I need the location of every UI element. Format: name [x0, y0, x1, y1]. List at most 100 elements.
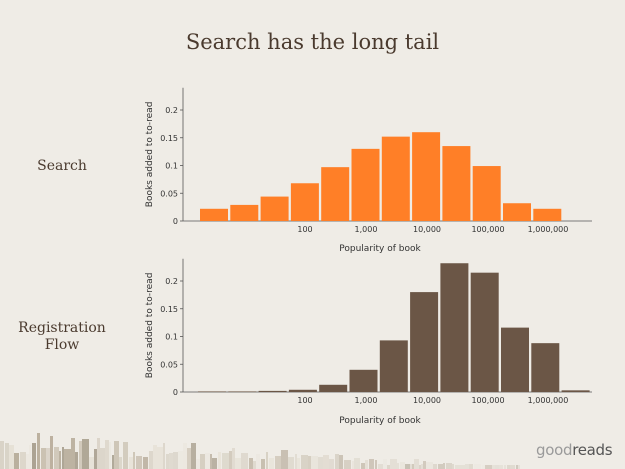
x-tick-label: 1,000,000 — [528, 225, 569, 234]
book-spine — [253, 460, 256, 469]
bar — [531, 343, 560, 392]
book-spine — [62, 447, 64, 469]
book-spine — [119, 457, 122, 469]
book-spine — [295, 453, 297, 469]
book-spine — [59, 451, 61, 469]
book-spine — [46, 448, 50, 469]
book-spine — [50, 436, 53, 469]
bar — [321, 167, 350, 221]
bar — [349, 369, 378, 392]
book-spine — [112, 454, 114, 469]
book-spine — [323, 455, 329, 469]
bar — [442, 146, 471, 221]
book-spine — [518, 465, 520, 469]
book-spine — [308, 456, 311, 469]
book-spine — [318, 456, 323, 469]
book-spine — [485, 465, 492, 469]
book-spine — [275, 455, 281, 469]
book-spine — [133, 451, 135, 469]
book-spine — [390, 459, 397, 469]
bar — [381, 136, 410, 221]
book-spine — [41, 448, 46, 469]
book-spine — [365, 459, 368, 469]
book-spine — [232, 447, 235, 469]
book-spine — [465, 464, 469, 469]
book-spine — [412, 463, 414, 469]
book-spine — [191, 443, 196, 469]
book-spine — [29, 445, 31, 469]
book-spine — [438, 463, 443, 469]
book-spine — [459, 465, 465, 469]
bar — [260, 196, 289, 221]
bar — [503, 203, 531, 221]
book-spine — [14, 453, 19, 469]
book-spine — [433, 464, 437, 469]
book-spine — [114, 440, 119, 469]
book-spine — [143, 456, 148, 469]
book-spine — [105, 439, 109, 469]
book-spine — [20, 451, 26, 469]
book-spine — [109, 441, 111, 469]
book-spine — [387, 464, 390, 469]
y-axis-title: Books added to to-read — [145, 102, 155, 208]
book-spine — [100, 448, 105, 469]
book-spine — [229, 451, 232, 469]
y-tick-label: 0.15 — [160, 305, 178, 314]
book-spine — [426, 461, 433, 469]
x-tick-label: 1,000 — [355, 225, 378, 234]
bar — [533, 208, 562, 221]
bar — [379, 340, 408, 392]
y-tick-label: 0.15 — [160, 134, 178, 143]
bar — [440, 263, 469, 392]
y-tick-label: 0.05 — [160, 189, 178, 198]
book-spine — [200, 453, 205, 469]
book-spine — [89, 456, 94, 469]
book-spine — [361, 462, 365, 469]
goodreads-logo: goodreads — [536, 441, 613, 459]
bar — [412, 132, 441, 221]
bar — [470, 272, 499, 392]
book-spine — [482, 465, 485, 469]
book-spine — [0, 440, 4, 469]
book-spine — [423, 460, 426, 469]
book-spine — [421, 463, 423, 469]
slide-title: Search has the long tail — [185, 30, 440, 54]
book-spine — [183, 443, 187, 469]
book-spine — [335, 454, 339, 469]
x-tick-label: 10,000 — [413, 225, 441, 234]
book-spine — [5, 442, 9, 469]
book-spine — [205, 453, 210, 469]
y-tick-label: 0.05 — [160, 360, 178, 369]
book-spine — [507, 465, 510, 469]
book-spine — [474, 463, 481, 469]
bar — [561, 390, 590, 392]
book-spine — [222, 452, 229, 469]
book-spine — [9, 445, 14, 469]
book-spine — [375, 460, 377, 469]
book-spine — [378, 463, 383, 469]
book-spine — [82, 438, 89, 469]
bar — [351, 148, 380, 221]
book-spine — [452, 464, 454, 469]
book-spine — [455, 465, 459, 469]
book-spine — [196, 458, 200, 469]
bar — [228, 391, 257, 393]
book-spine — [97, 437, 100, 469]
book-spine — [153, 445, 157, 469]
book-spine — [281, 450, 288, 469]
book-spine — [54, 447, 59, 469]
row-label-registration: Registration Flow — [18, 320, 106, 353]
book-spine — [405, 464, 410, 469]
book-spine — [71, 438, 75, 469]
x-tick-label: 100,000 — [471, 396, 504, 405]
x-tick-label: 100,000 — [471, 225, 504, 234]
row-label-search: Search — [37, 158, 87, 174]
bar — [410, 292, 439, 392]
book-spine — [266, 452, 268, 469]
y-tick-label: 0.1 — [165, 333, 178, 342]
bar — [290, 183, 319, 221]
bar — [501, 327, 529, 392]
x-tick-label: 1,000,000 — [528, 396, 569, 405]
book-spine — [419, 464, 421, 469]
